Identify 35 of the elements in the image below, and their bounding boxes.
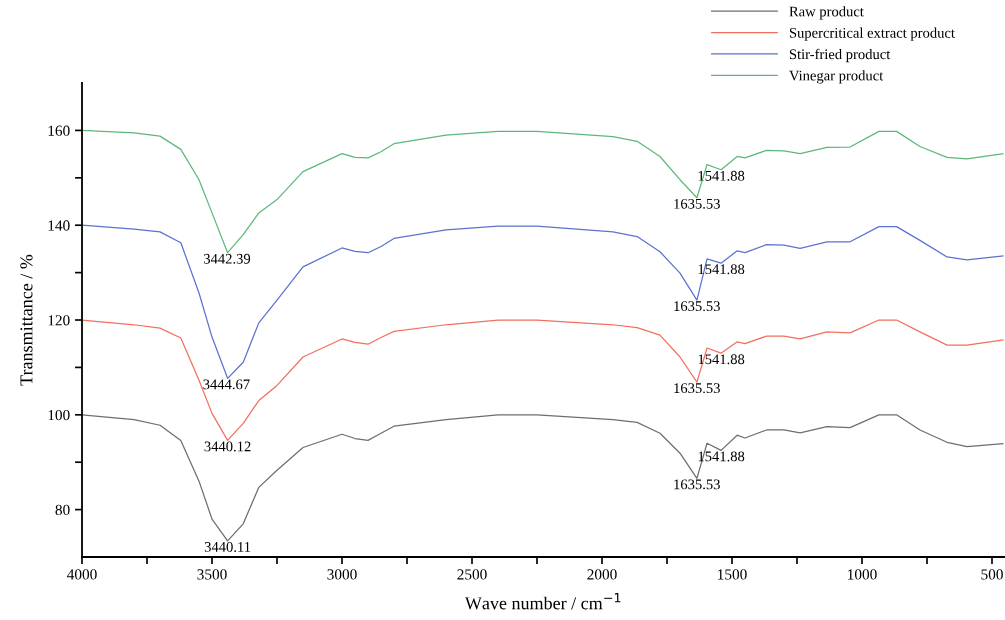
y-tick-label: 80 — [55, 504, 70, 516]
line-series — [82, 224, 1004, 379]
legend-label: Supercritical extract product — [789, 27, 955, 41]
annotation: 1541.88 — [698, 170, 745, 181]
annotation: 3444.67 — [203, 379, 250, 390]
annotation: 1635.53 — [674, 301, 720, 312]
legend-label: Raw product — [789, 6, 864, 20]
line-series — [82, 319, 1004, 442]
x-tick-label: 2500 — [457, 569, 487, 580]
line-series — [82, 414, 1004, 542]
x-tick-label: 4000 — [67, 569, 97, 580]
y-tick-label: 100 — [48, 409, 70, 421]
x-tick-label: 2000 — [587, 569, 617, 580]
y-tick-label: 140 — [48, 220, 70, 231]
x-tick-label: 3500 — [197, 569, 227, 580]
annotation: 3440.11 — [204, 542, 251, 552]
annotation: 1635.53 — [674, 198, 720, 209]
y-axis-title: Transmittance / % — [20, 254, 33, 386]
annotation: 1541.88 — [698, 264, 745, 275]
y-tick-label: 120 — [48, 315, 70, 326]
annotation: 1635.53 — [674, 479, 720, 490]
annotation: 1541.88 — [698, 354, 745, 365]
x-tick-label: 3000 — [327, 569, 357, 580]
y-tick-label: 160 — [48, 125, 70, 136]
annotation: 3440.12 — [204, 441, 251, 452]
legend-label: Vinegar product — [789, 70, 884, 84]
annotation: 1635.53 — [674, 383, 720, 394]
x-axis-title: Wave number / cm$^{−1}$ — [464, 593, 621, 610]
x-tick-label: 500 — [981, 569, 1003, 580]
x-tick-label: 1500 — [718, 569, 747, 580]
annotation: 1541.88 — [698, 451, 745, 462]
legend-label: Stir-fried product — [789, 48, 891, 63]
x-tick-label: 1000 — [848, 569, 877, 580]
line-series — [82, 129, 1004, 254]
annotation: 3442.39 — [203, 253, 251, 264]
